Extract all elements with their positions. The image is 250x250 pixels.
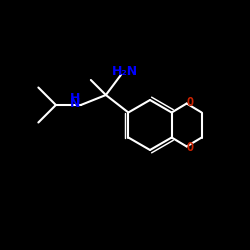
- Text: H: H: [70, 92, 80, 105]
- Text: N: N: [70, 97, 80, 110]
- Text: H₂N: H₂N: [112, 65, 138, 78]
- Text: O: O: [187, 141, 194, 154]
- Text: O: O: [187, 96, 194, 109]
